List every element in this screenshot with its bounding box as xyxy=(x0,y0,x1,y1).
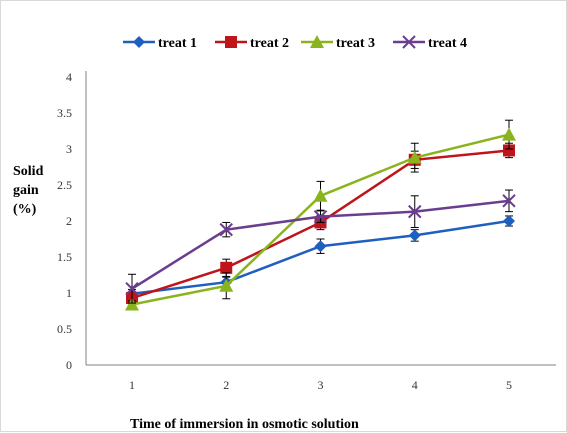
data-point-marker xyxy=(219,222,233,237)
data-point-marker xyxy=(225,36,237,48)
data-point-marker xyxy=(503,144,515,157)
y-tick-label: 0 xyxy=(66,358,72,372)
y-tick-label: 3 xyxy=(66,142,72,156)
y-tick-label: 3.5 xyxy=(57,106,72,120)
y-axis-title-line: gain xyxy=(13,183,39,198)
data-point-marker xyxy=(219,278,234,292)
legend: treat 1 treat 2 treat 3 treat 4 xyxy=(123,35,467,51)
data-point-marker xyxy=(503,215,515,227)
legend-item: treat 4 xyxy=(393,35,467,51)
data-point-marker xyxy=(125,297,139,311)
data-point-marker xyxy=(220,261,233,274)
y-tick-label: 1.5 xyxy=(57,250,72,264)
y-tick-label: 1 xyxy=(66,286,72,300)
legend-label: treat 1 xyxy=(158,36,197,51)
y-tick-label: 4 xyxy=(66,70,72,84)
x-axis-title: Time of immersion in osmotic solution xyxy=(130,417,359,432)
y-tick-label: 0.5 xyxy=(57,322,72,336)
y-tick-label: 2 xyxy=(66,214,72,228)
y-axis-title-line: Solid xyxy=(13,164,44,179)
series-treat-2 xyxy=(126,142,515,305)
legend-label: treat 2 xyxy=(250,36,289,51)
x-tick-label: 2 xyxy=(223,378,229,392)
series-treat-3 xyxy=(125,119,516,311)
series-line xyxy=(131,219,510,295)
x-tick-label: 4 xyxy=(412,378,418,392)
legend-item: treat 3 xyxy=(301,35,375,51)
data-point-marker xyxy=(502,194,516,208)
data-point-marker xyxy=(313,188,328,202)
data-point-marker xyxy=(313,209,328,224)
data-point-marker xyxy=(314,240,327,253)
y-tick-label: 2.5 xyxy=(57,178,72,192)
data-point-marker xyxy=(125,281,139,296)
y-axis-title: Solid gain (%) xyxy=(13,164,44,217)
data-point-marker xyxy=(310,35,324,48)
legend-label: treat 3 xyxy=(336,36,375,51)
data-point-marker xyxy=(408,229,421,242)
legend-item: treat 2 xyxy=(215,36,289,51)
data-point-marker xyxy=(408,204,422,219)
data-point-marker xyxy=(407,150,422,164)
x-tick-labels: 1 2 3 4 5 xyxy=(129,378,512,392)
legend-item: treat 1 xyxy=(123,36,197,51)
x-tick-label: 3 xyxy=(318,378,324,392)
y-axis-title-line: (%) xyxy=(13,202,37,217)
data-point-marker xyxy=(133,36,145,48)
plot-series xyxy=(125,119,516,311)
x-tick-label: 1 xyxy=(129,378,135,392)
series-treat-4 xyxy=(125,189,516,304)
y-tick-labels: 0 0.5 1 1.5 2 2.5 3 3.5 4 xyxy=(57,70,72,372)
x-tick-label: 5 xyxy=(506,378,512,392)
data-point-marker xyxy=(502,127,516,141)
legend-label: treat 4 xyxy=(428,36,467,51)
axes xyxy=(85,71,556,366)
data-point-marker xyxy=(402,35,416,49)
